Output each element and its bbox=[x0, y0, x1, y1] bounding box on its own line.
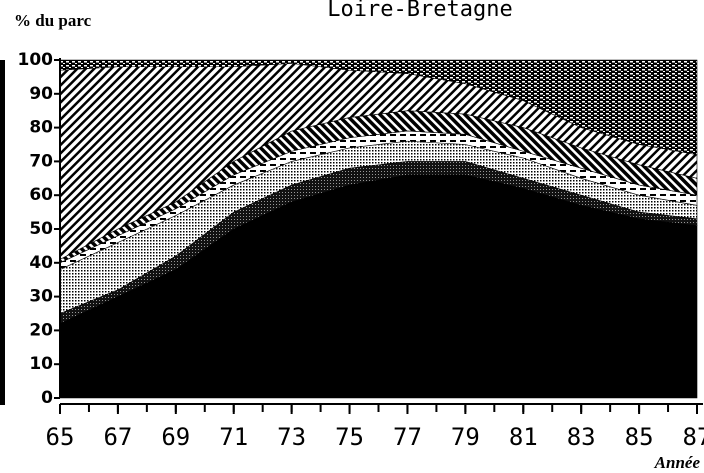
x-tick-label: 65 bbox=[46, 423, 75, 451]
x-tick-label: 83 bbox=[567, 423, 596, 451]
area bbox=[59, 59, 698, 155]
chart-title: Loire-Bretagne bbox=[327, 0, 512, 22]
x-tick-label: 69 bbox=[161, 423, 190, 451]
y-tick-label: 10 bbox=[29, 354, 53, 374]
edge-bar bbox=[0, 60, 5, 405]
x-tick-label: 71 bbox=[219, 423, 248, 451]
x-tick-label: 85 bbox=[625, 423, 654, 451]
y-tick-label: 90 bbox=[29, 84, 53, 104]
x-tick-label: 67 bbox=[103, 423, 132, 451]
x-tick-label: 79 bbox=[451, 423, 480, 451]
y-tick-label: 0 bbox=[41, 388, 53, 408]
y-tick-label: 40 bbox=[29, 253, 53, 273]
x-tick-label: 73 bbox=[277, 423, 306, 451]
x-tick-label: 87 bbox=[683, 423, 704, 451]
y-tick-label: 60 bbox=[29, 185, 53, 205]
y-tick-label: 70 bbox=[29, 151, 53, 171]
y-tick-label: 50 bbox=[29, 219, 53, 239]
x-tick-label: 75 bbox=[335, 423, 364, 451]
y-tick-label: 30 bbox=[29, 287, 53, 307]
x-axis-label: Année bbox=[654, 453, 701, 472]
y-axis-label: % du parc bbox=[14, 11, 92, 30]
y-tick-label: 20 bbox=[29, 320, 53, 340]
y-tick-label: 80 bbox=[29, 118, 53, 138]
x-tick-label: 81 bbox=[509, 423, 538, 451]
x-tick-label: 77 bbox=[393, 423, 422, 451]
y-tick-label: 100 bbox=[18, 50, 54, 70]
